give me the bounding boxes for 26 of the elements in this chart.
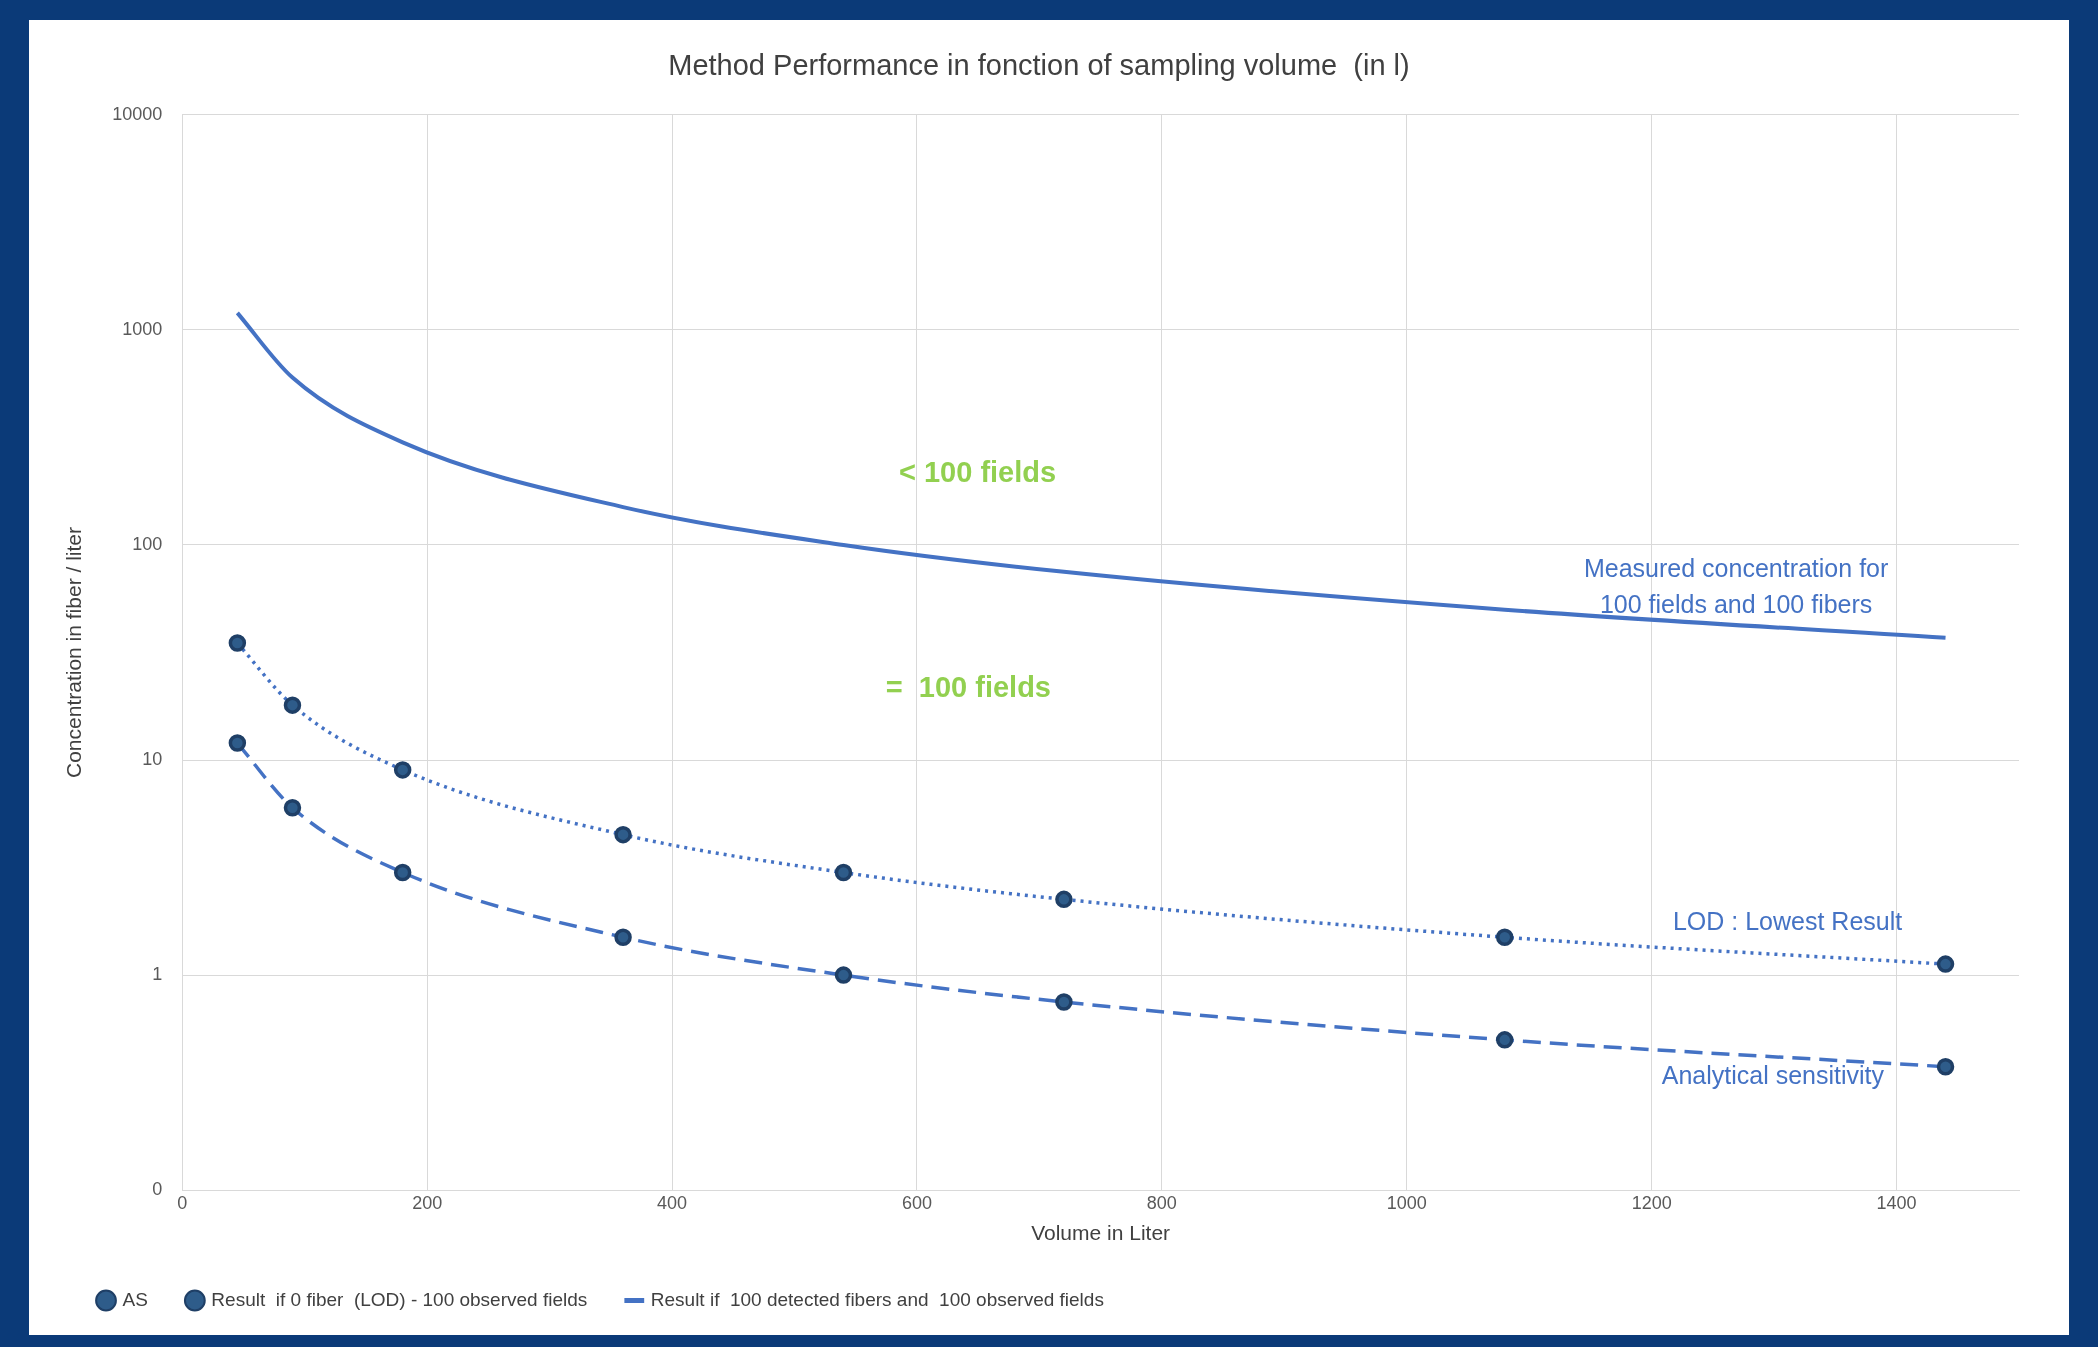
annotation: = 100 fields <box>885 671 1052 704</box>
annotation: LOD : Lowest Result <box>1672 907 1903 936</box>
x-tick-label: 600 <box>901 1192 932 1213</box>
y-tick-label: 10000 <box>112 103 163 124</box>
annotation: Analytical sensitivity <box>1661 1061 1885 1090</box>
x-axis-title: Volume in Liter <box>1031 1221 1171 1245</box>
x-tick-label: 0 <box>177 1192 188 1213</box>
y-tick-label: 10 <box>142 749 163 770</box>
x-tick-label: 1000 <box>1386 1192 1427 1213</box>
y-tick-label: 1 <box>152 964 163 985</box>
x-tick-label: 1400 <box>1876 1192 1917 1213</box>
x-tick-label: 200 <box>412 1192 443 1213</box>
legend-label: Result if 0 fiber (LOD) - 100 observed fields <box>211 1288 588 1310</box>
legend-label: Result if 100 detected fibers and 100 observed fields <box>650 1288 1104 1310</box>
y-tick-label: 0 <box>152 1179 163 1200</box>
x-tick-label: 800 <box>1146 1192 1177 1213</box>
chart-title: Method Performance in fonction of sampling volume (in l) <box>668 49 1410 82</box>
annotation: Measured concentration for 100 fields and 100 fibers <box>1583 553 1889 618</box>
y-axis-title: Concentration in fiber / liter <box>62 527 86 778</box>
line-series <box>235 310 1948 640</box>
y-tick-label: 1000 <box>122 318 163 339</box>
legend-label: AS <box>122 1288 148 1310</box>
annotation: < 100 fields <box>898 455 1057 488</box>
x-tick-label: 400 <box>657 1192 688 1213</box>
y-tick-label: 100 <box>132 533 163 554</box>
x-tick-label: 1200 <box>1631 1192 1672 1213</box>
